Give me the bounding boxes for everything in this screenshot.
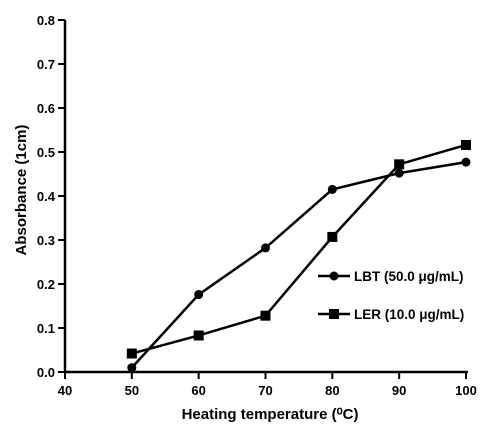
y-tick-label: 0.5 <box>37 145 55 160</box>
y-tick-label: 0.6 <box>37 101 55 116</box>
y-tick-label: 0.0 <box>37 365 55 380</box>
y-tick-label: 0.2 <box>37 277 55 292</box>
data-point <box>126 348 137 359</box>
legend-label: LER (10.0 μg/mL) <box>354 307 464 322</box>
data-point <box>461 157 471 167</box>
y-axis: 0.0 0.1 0.2 0.3 0.4 0.5 0.6 0.7 0.8 <box>37 13 65 380</box>
x-tick-label: 50 <box>125 383 139 398</box>
series-layer <box>126 139 471 373</box>
legend-item: LBT (50.0 μg/mL) <box>318 269 464 284</box>
legend: LBT (50.0 μg/mL) LER (10.0 μg/mL) <box>318 269 464 322</box>
data-point <box>461 139 471 150</box>
x-tick-label: 80 <box>325 383 339 398</box>
series-2 <box>126 139 471 359</box>
x-axis-title: Heating temperature (⁰C) <box>182 406 359 423</box>
y-tick-label: 0.4 <box>37 189 56 204</box>
data-point <box>194 290 204 300</box>
series-line <box>131 143 467 355</box>
data-point <box>261 243 270 253</box>
data-point <box>127 363 137 373</box>
y-tick-label: 0.3 <box>37 233 55 248</box>
data-point <box>260 310 271 321</box>
y-tick-label: 0.7 <box>37 57 55 72</box>
y-tick-label: 0.1 <box>37 321 55 336</box>
x-tick-label: 60 <box>191 383 205 398</box>
legend-label: LBT (50.0 μg/mL) <box>354 269 464 284</box>
legend-marker <box>329 309 339 319</box>
legend-item: LER (10.0 μg/mL) <box>318 307 464 322</box>
x-tick-label: 90 <box>392 383 406 398</box>
x-tick-label: 40 <box>58 383 72 398</box>
data-point <box>394 159 405 170</box>
series-1 <box>127 157 471 373</box>
y-axis-title: Absorbance (1cm) <box>13 125 30 256</box>
y-tick-label: 0.8 <box>37 13 55 28</box>
data-point <box>327 184 337 194</box>
data-point <box>327 231 338 242</box>
data-point <box>193 330 204 341</box>
series-line <box>130 160 467 369</box>
x-axis: 40 50 60 70 80 90 100 <box>58 372 477 398</box>
x-tick-label: 100 <box>455 383 477 398</box>
x-tick-label: 70 <box>258 383 272 398</box>
legend-marker <box>329 271 339 281</box>
data-point <box>394 168 404 178</box>
